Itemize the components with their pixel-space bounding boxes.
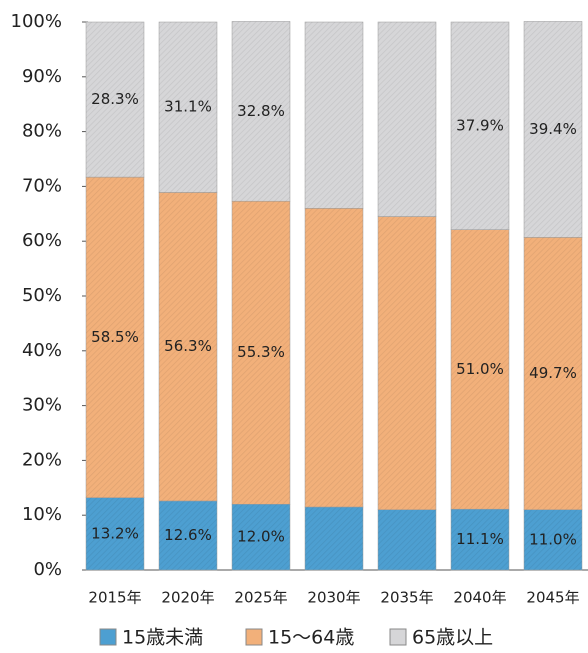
data-label: 32.8% [237, 102, 285, 120]
data-label: 11.0% [529, 530, 577, 548]
y-tick-label: 0% [33, 559, 62, 580]
y-tick-label: 50% [22, 285, 62, 306]
y-tick-label: 70% [22, 175, 62, 196]
hatch [86, 497, 144, 570]
data-label: 37.9% [456, 116, 504, 134]
hatch [232, 201, 290, 505]
x-tick-label: 2030年 [307, 589, 360, 607]
data-label: 13.2% [91, 524, 139, 542]
hatch [378, 216, 436, 510]
data-label: 56.3% [164, 337, 212, 355]
data-label: 55.3% [237, 343, 285, 361]
y-tick-label: 40% [22, 340, 62, 361]
hatch [305, 22, 363, 209]
y-tick-label: 100% [11, 11, 62, 32]
data-label: 28.3% [91, 90, 139, 108]
hatch [159, 22, 217, 193]
hatch [451, 229, 509, 510]
hatch [378, 509, 436, 570]
y-tick-label: 10% [22, 504, 62, 525]
hatch [159, 500, 217, 570]
hatch [232, 21, 290, 202]
x-tick-label: 2035年 [380, 589, 433, 607]
hatch [305, 208, 363, 507]
hatch [86, 177, 144, 498]
x-tick-label: 2020年 [161, 589, 214, 607]
legend-swatch [99, 628, 117, 646]
legend-swatch [389, 628, 407, 646]
data-label: 51.0% [456, 360, 504, 378]
y-tick-label: 20% [22, 449, 62, 470]
y-tick-label: 30% [22, 395, 62, 416]
x-tick-label: 2015年 [88, 589, 141, 607]
data-label: 12.6% [164, 526, 212, 544]
y-tick-label: 90% [22, 66, 62, 87]
y-tick-label: 60% [22, 230, 62, 251]
data-label: 31.1% [164, 98, 212, 116]
hatch [451, 22, 509, 230]
data-label: 49.7% [529, 364, 577, 382]
x-tick-label: 2040年 [453, 589, 506, 607]
legend-swatch [245, 628, 263, 646]
data-label: 11.1% [456, 530, 504, 548]
hatch [232, 504, 290, 570]
hatch [159, 192, 217, 501]
hatch [524, 509, 582, 570]
legend-label: 65歳以上 [412, 627, 493, 649]
hatch [451, 509, 509, 570]
data-label: 12.0% [237, 528, 285, 546]
legend-label: 15歳未満 [122, 627, 203, 649]
hatch [524, 21, 582, 238]
legend-label: 15～64歳 [268, 627, 354, 649]
data-label: 58.5% [91, 328, 139, 346]
hatch [86, 22, 144, 178]
hatch [378, 22, 436, 217]
data-label: 39.4% [529, 120, 577, 138]
y-tick-label: 80% [22, 121, 62, 142]
x-tick-label: 2025年 [234, 589, 287, 607]
hatch [524, 237, 582, 510]
hatch [305, 506, 363, 570]
x-tick-label: 2045年 [526, 589, 579, 607]
